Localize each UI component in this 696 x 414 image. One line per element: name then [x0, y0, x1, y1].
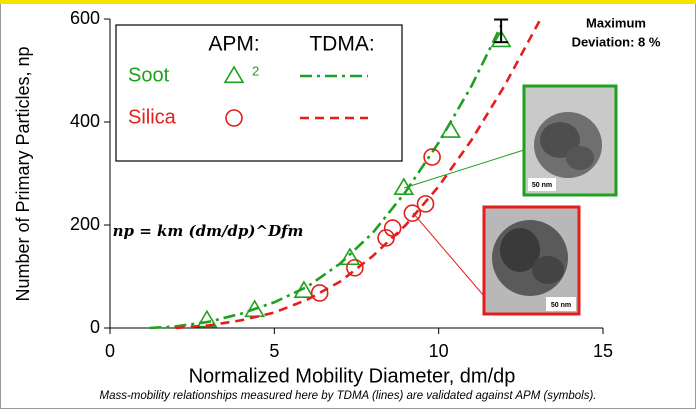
x-tick-label: 5 — [269, 341, 279, 361]
x-tick-label: 0 — [105, 341, 115, 361]
annotation: Maximum — [586, 15, 646, 30]
y-tick-label: 200 — [70, 214, 100, 234]
inset-scale-label: 50 nm — [532, 182, 552, 189]
y-tick-label: 0 — [90, 317, 100, 337]
top-strip — [0, 0, 696, 4]
y-axis-label: Number of Primary Particles, np — [13, 46, 33, 301]
inset-scale-label: 50 nm — [551, 302, 571, 309]
tem-inset — [484, 207, 579, 314]
x-tick-label: 15 — [593, 341, 613, 361]
chart: Normalized Mobility Diameter, dm/dp Numb… — [0, 0, 696, 409]
x-tick-label: 10 — [429, 341, 449, 361]
legend-label: Silica — [128, 106, 177, 128]
legend-label: Soot — [128, 64, 170, 86]
legend-header: APM: — [208, 33, 259, 56]
legend-note: 2 — [252, 63, 259, 78]
caption: Mass-mobility relationships measured her… — [99, 390, 596, 402]
x-axis-label: Normalized Mobility Diameter, dm/dp — [189, 365, 516, 387]
y-tick-label: 400 — [70, 111, 100, 131]
equation: np = km (dm/dp)^Dfm — [113, 222, 304, 240]
legend-header: TDMA: — [309, 33, 374, 56]
tem-inset — [524, 86, 616, 195]
y-tick-label: 600 — [70, 8, 100, 28]
annotation: Deviation: 8 % — [572, 34, 661, 49]
